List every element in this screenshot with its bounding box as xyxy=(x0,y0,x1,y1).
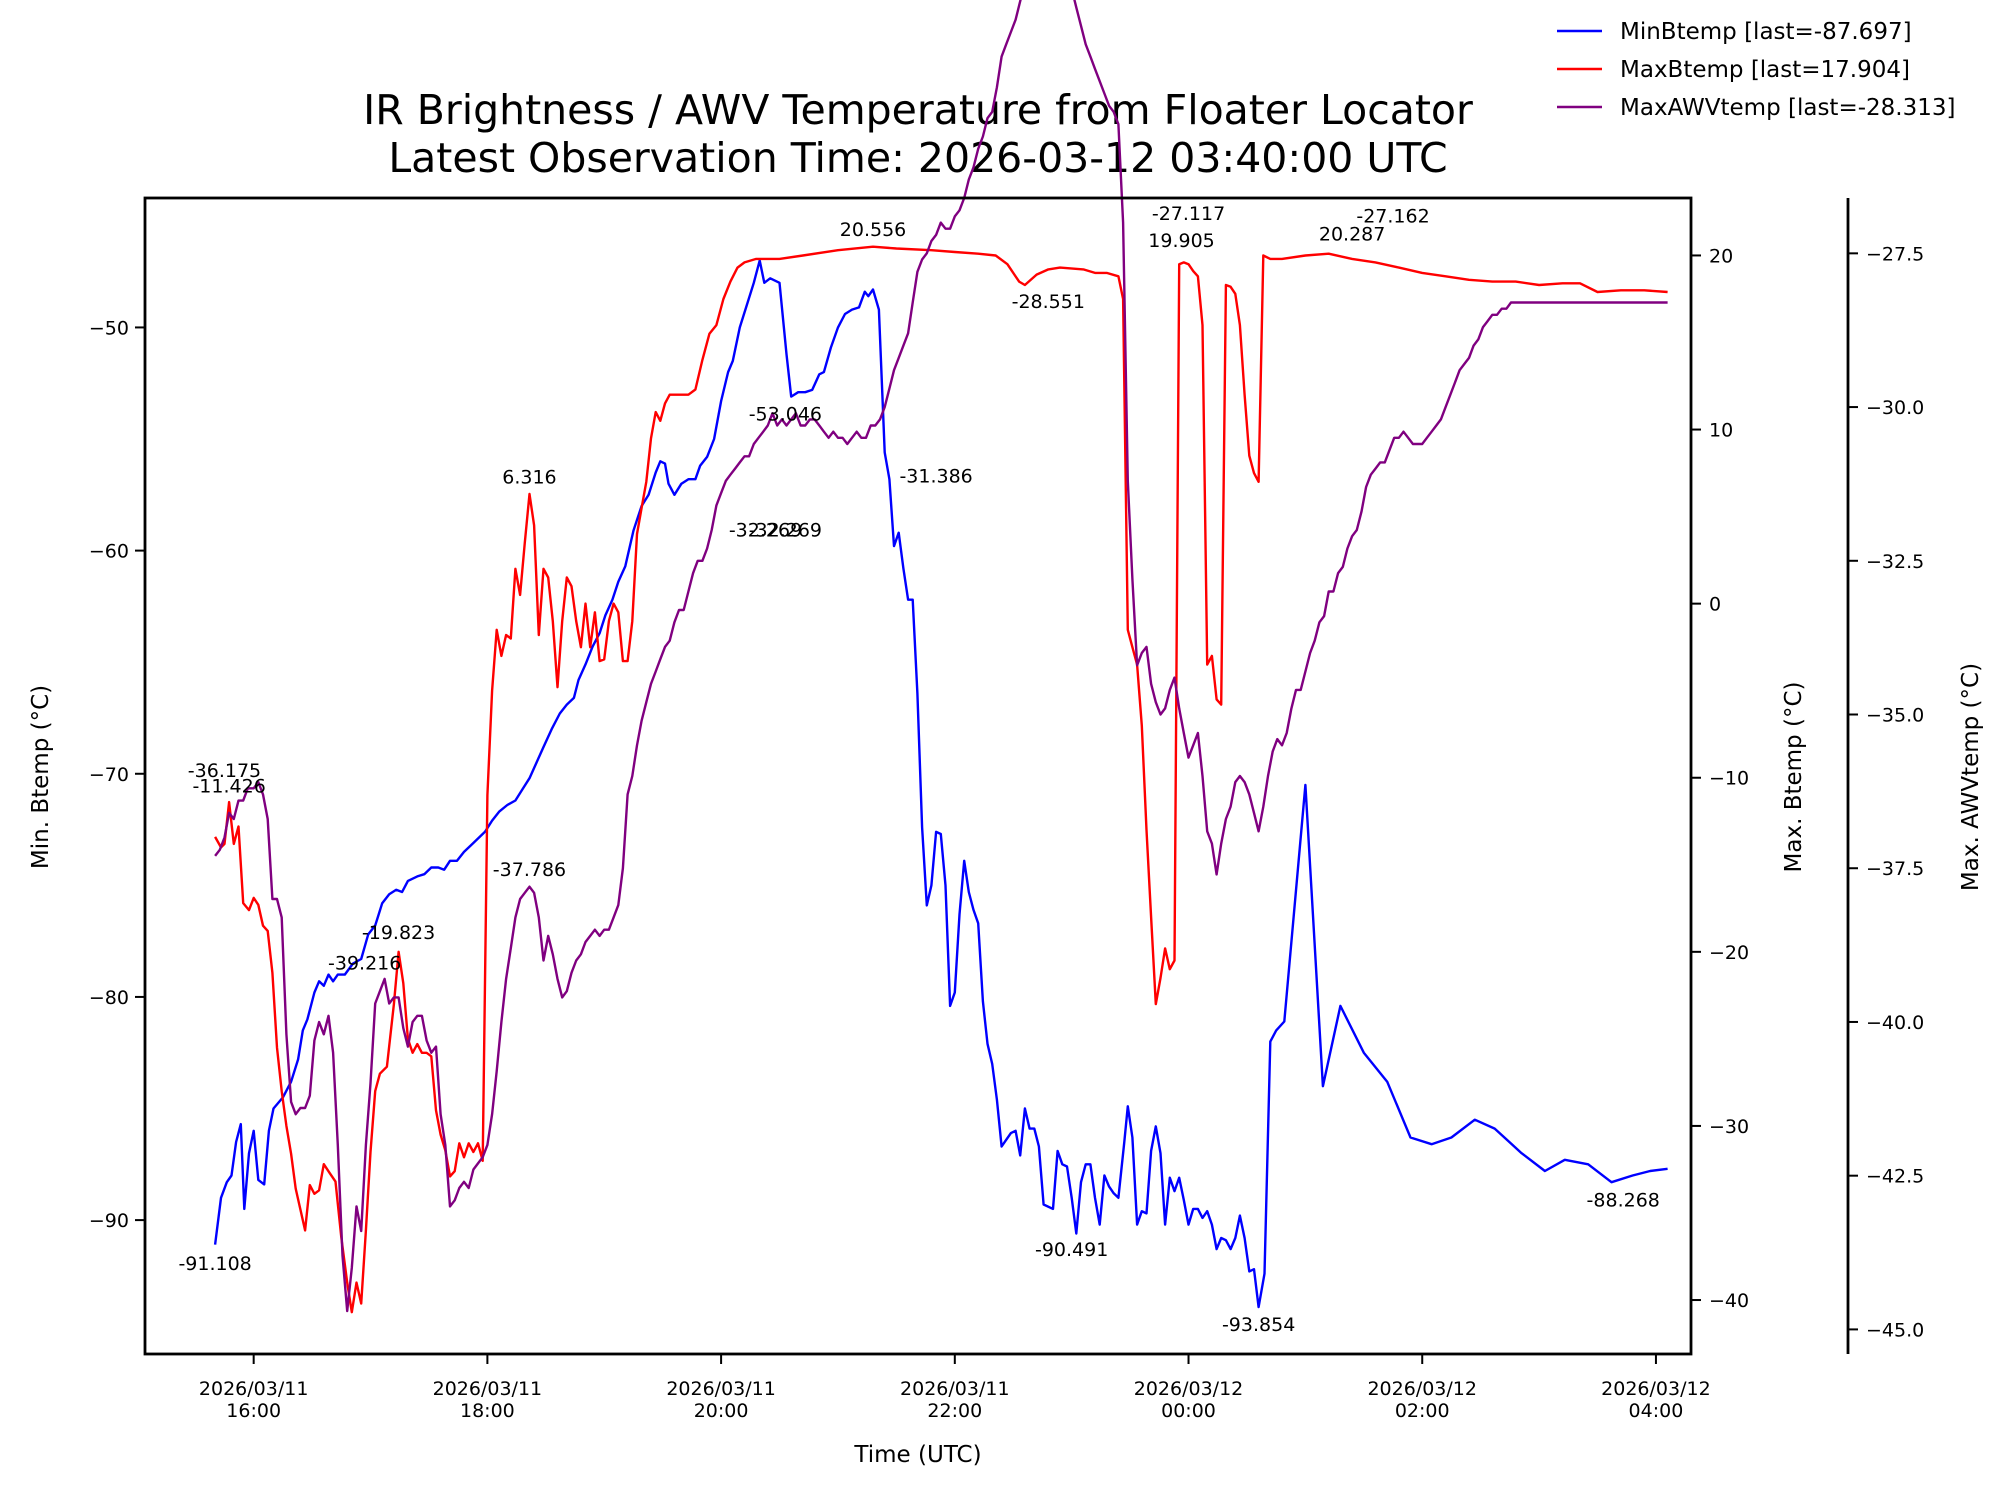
chart-title-line1: IR Brightness / AWV Temperature from Flo… xyxy=(363,86,1473,134)
annotation-label-14: -32.269 xyxy=(729,520,802,542)
y-axis-label-right2: Max. AWVtemp (°C) xyxy=(1958,663,1984,891)
annotation-label-2: -39.216 xyxy=(328,952,401,974)
legend-label-maxbtemp: MaxBtemp [last=17.904] xyxy=(1620,57,1910,83)
y-axis-label-right1: Max. Btemp (°C) xyxy=(1781,682,1807,873)
y-right2-tick-label-0: −45.0 xyxy=(1866,1319,1924,1341)
x-tick-label-4-date: 2026/03/12 xyxy=(1134,1378,1244,1400)
y-right1-tick-label-6: 20 xyxy=(1709,245,1733,267)
annotation-label-12: -36.175 xyxy=(188,760,261,782)
series-line-0 xyxy=(213,259,1668,1309)
x-tick-label-6-date: 2026/03/12 xyxy=(1601,1378,1711,1400)
x-tick-label-3-date: 2026/03/11 xyxy=(900,1378,1010,1400)
x-tick-label-6-time: 04:00 xyxy=(1629,1400,1684,1422)
legend-label-maxawvtemp: MaxAWVtemp [last=-28.313] xyxy=(1620,95,1955,121)
plot-frame xyxy=(143,196,1693,1356)
y-right1-tick-label-5: 10 xyxy=(1709,420,1733,442)
y-axis-ticks-right2: −45.0 −42.5 −40.0 −37.5 −35.0 −32.5 −30.0 −27.5 xyxy=(1848,243,1924,1341)
annotation-label-8: 6.316 xyxy=(502,467,556,489)
y-left-tick-label-0: −90 xyxy=(89,1210,129,1232)
x-tick-label-1-time: 18:00 xyxy=(460,1400,515,1422)
y-right1-tick-label-2: −20 xyxy=(1709,942,1749,964)
annotation-label-11: 20.287 xyxy=(1319,223,1385,245)
x-tick-label-0-time: 16:00 xyxy=(226,1400,281,1422)
chart-title-line2: Latest Observation Time: 2026-03-12 03:4… xyxy=(388,134,1447,182)
y-axis-ticks-left: −90 −80 −70 −60 −50 xyxy=(89,317,145,1232)
y-right1-tick-label-4: 0 xyxy=(1709,594,1721,616)
y-right1-tick-label-1: −30 xyxy=(1709,1116,1749,1138)
y-right2-tick-label-4: −35.0 xyxy=(1866,705,1924,727)
legend: MinBtemp [last=-87.697] MaxBtemp [last=1… xyxy=(1557,19,1955,121)
annotation-label-6: -11.426 xyxy=(192,776,265,798)
annotation-label-7: -19.823 xyxy=(362,922,435,944)
x-tick-label-1-date: 2026/03/11 xyxy=(433,1378,543,1400)
y-left-tick-label-3: −60 xyxy=(89,541,129,563)
y-right2-tick-label-1: −42.5 xyxy=(1866,1166,1924,1188)
annotations: -91.108 -53.046 -39.216 -93.854 -90.491 -88.2… xyxy=(178,203,1659,1336)
series-line-2 xyxy=(214,0,1668,1313)
annotation-label-4: -90.491 xyxy=(1035,1239,1108,1261)
y-right1-tick-label-0: −40 xyxy=(1709,1290,1749,1312)
y-axis-ticks-right1: −40 −30 −20 −10 0 10 20 xyxy=(1691,245,1749,1312)
y-left-tick-label-2: −70 xyxy=(89,764,129,786)
annotation-label-3: -93.854 xyxy=(1222,1314,1295,1336)
annotation-label-16: -31.386 xyxy=(899,465,972,487)
annotation-label-13: -37.786 xyxy=(493,859,566,881)
x-axis-label: Time (UTC) xyxy=(853,1442,981,1468)
y-right2-tick-label-6: −30.0 xyxy=(1866,397,1924,419)
annotation-label-19: -27.162 xyxy=(1356,206,1429,228)
annotation-label-9: 20.556 xyxy=(840,219,906,241)
series-layer xyxy=(213,0,1668,1314)
annotation-label-15: -32.269 xyxy=(749,520,822,542)
y-axis-label-left: Min. Btemp (°C) xyxy=(28,685,54,869)
annotation-label-18: -27.117 xyxy=(1152,203,1225,225)
annotation-label-1: -53.046 xyxy=(749,403,822,425)
x-tick-label-4-time: 00:00 xyxy=(1161,1400,1216,1422)
y-right2-tick-label-5: −32.5 xyxy=(1866,551,1924,573)
x-tick-label-3-time: 22:00 xyxy=(927,1400,982,1422)
annotation-label-0: -91.108 xyxy=(178,1253,251,1275)
y-right2-tick-label-7: −27.5 xyxy=(1866,243,1924,265)
y-right2-tick-label-3: −37.5 xyxy=(1866,858,1924,880)
x-tick-label-5-date: 2026/03/12 xyxy=(1367,1378,1477,1400)
annotation-label-5: -88.268 xyxy=(1587,1189,1660,1211)
y-right1-tick-label-3: −10 xyxy=(1709,768,1749,790)
annotation-label-10: 19.905 xyxy=(1148,230,1214,252)
x-tick-label-5-time: 02:00 xyxy=(1395,1400,1450,1422)
y-left-tick-label-4: −50 xyxy=(89,317,129,339)
annotation-label-17: -28.551 xyxy=(1012,291,1085,313)
y-right2-tick-label-2: −40.0 xyxy=(1866,1012,1924,1034)
series-line-1 xyxy=(214,245,1668,1314)
x-tick-label-2-time: 20:00 xyxy=(694,1400,749,1422)
x-tick-label-0-date: 2026/03/11 xyxy=(199,1378,309,1400)
x-axis-ticks: 2026/03/1116:002026/03/1118:002026/03/11… xyxy=(199,1354,1711,1422)
y-left-tick-label-1: −80 xyxy=(89,987,129,1009)
x-tick-label-2-date: 2026/03/11 xyxy=(666,1378,776,1400)
legend-label-minbtemp: MinBtemp [last=-87.697] xyxy=(1620,19,1912,45)
